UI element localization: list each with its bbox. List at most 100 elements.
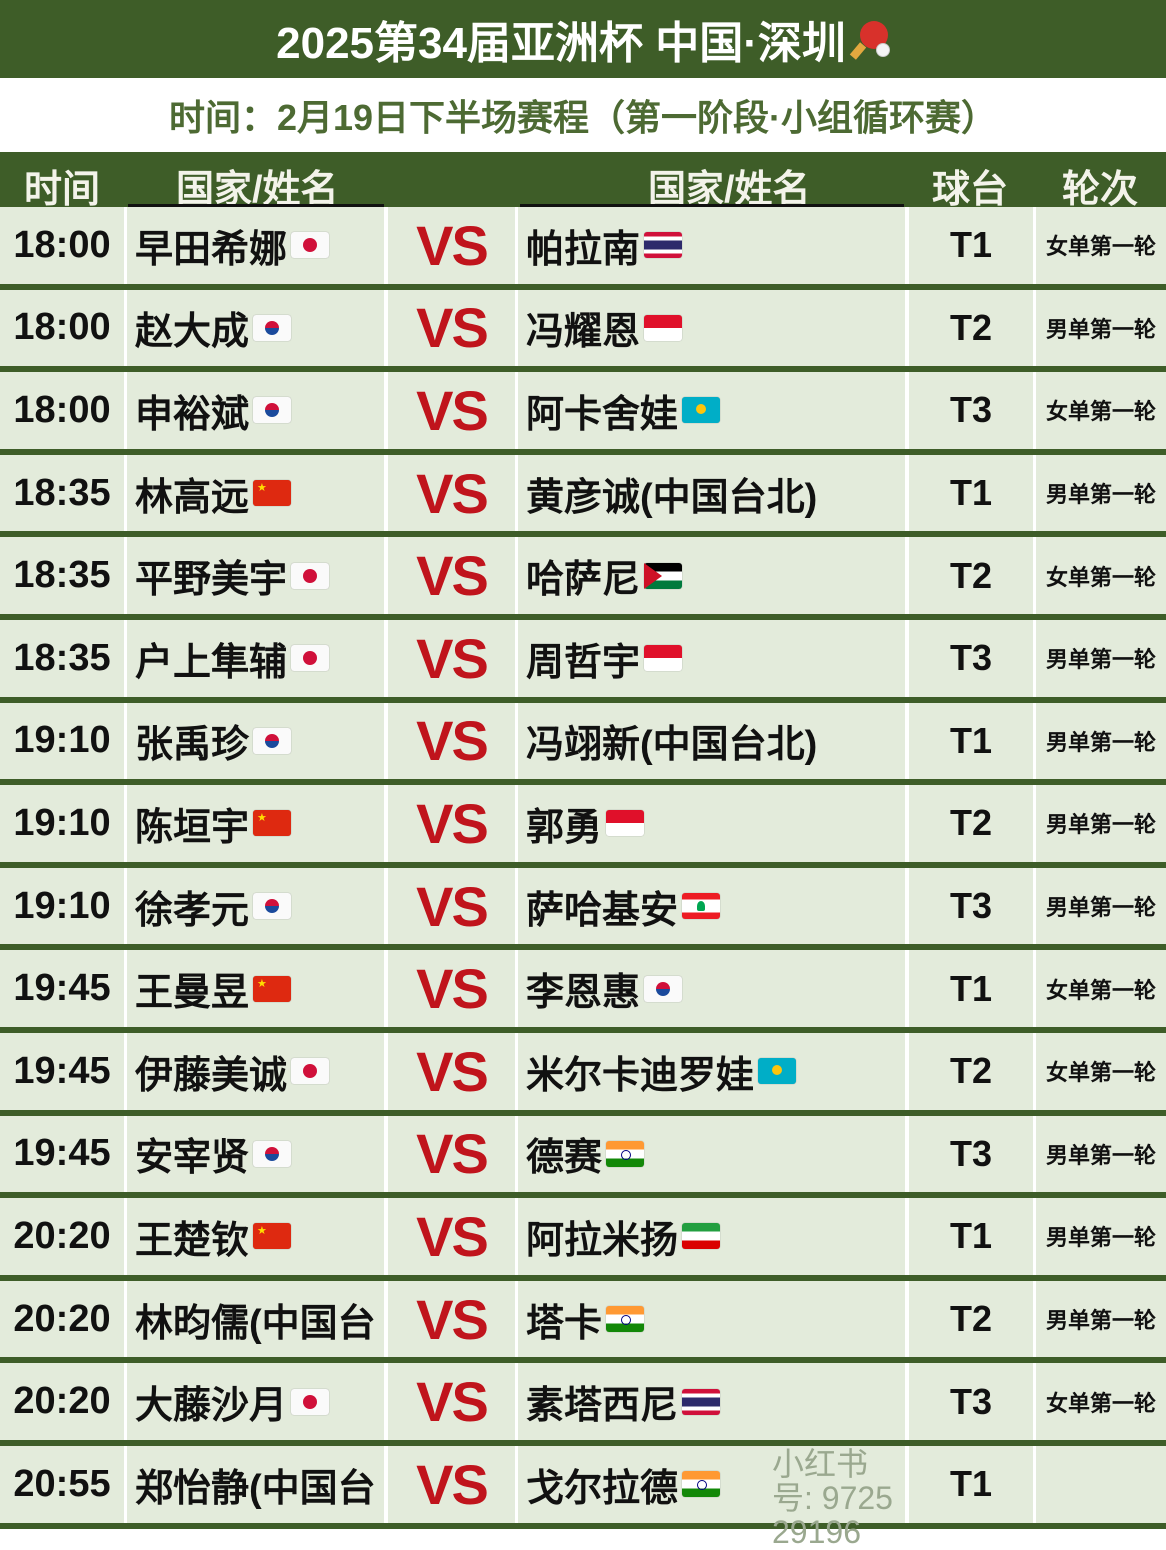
match-row: 19:10 陈垣宇 VS 郭勇 T2 男单第一轮 xyxy=(0,785,1166,868)
table-number-text: T3 xyxy=(949,1132,992,1174)
table-number-text: T2 xyxy=(949,306,992,348)
player1-name-text: 王楚钦 xyxy=(135,1219,250,1262)
match-time: 18:35 xyxy=(0,454,124,532)
vs-label: VS xyxy=(388,454,515,532)
player2-name: 塔卡 xyxy=(518,1280,905,1358)
player1-name: 大藤沙月 xyxy=(127,1363,384,1440)
table-number: T3 xyxy=(909,619,1033,697)
player1-name: 赵大成 xyxy=(127,289,384,367)
vs-label-text: VS xyxy=(416,1039,489,1103)
match-time: 19:10 xyxy=(0,702,124,780)
match-time: 20:55 xyxy=(0,1445,124,1523)
match-time-text: 20:55 xyxy=(13,1462,111,1505)
match-round: 男单第一轮 xyxy=(1036,454,1166,532)
match-row: 18:00 赵大成 VS 冯耀恩 T2 男单第一轮 xyxy=(0,289,1166,373)
player1-name-text: 林高远 xyxy=(135,476,250,519)
player1-name-text: 平野美宇 xyxy=(135,559,288,602)
player2-name-text: 郭勇 xyxy=(526,806,603,849)
match-round-text: 男单第一轮 xyxy=(1045,895,1156,921)
player2-name-text: 塔卡 xyxy=(526,1302,603,1345)
table-number: T3 xyxy=(909,867,1033,945)
match-round xyxy=(1036,1445,1166,1523)
match-round: 男单第一轮 xyxy=(1036,1198,1166,1275)
match-time: 18:00 xyxy=(0,207,124,284)
player1-name: 张禹珍 xyxy=(127,702,384,780)
table-number: T1 xyxy=(909,1445,1033,1523)
table-number: T1 xyxy=(909,1198,1033,1275)
vs-label: VS xyxy=(388,785,515,862)
match-time: 19:45 xyxy=(0,950,124,1027)
player2-name-text: 阿卡舍娃 xyxy=(526,393,679,436)
flag-sg-icon xyxy=(606,810,645,837)
player1-name: 平野美宇 xyxy=(127,537,384,614)
flag-th-icon xyxy=(682,1388,721,1415)
match-round-text: 女单第一轮 xyxy=(1045,1390,1156,1416)
match-row: 18:00 申裕斌 VS 阿卡舍娃 T3 女单第一轮 xyxy=(0,372,1166,455)
match-row: 19:45 安宰贤 VS 德赛 T3 男单第一轮 xyxy=(0,1115,1166,1199)
table-number: T3 xyxy=(909,1363,1033,1440)
match-time-text: 19:10 xyxy=(13,884,111,927)
table-number-text: T1 xyxy=(949,719,992,761)
player1-name: 王曼昱 xyxy=(127,950,384,1027)
match-time: 19:10 xyxy=(0,785,124,862)
player2-name-text: 素塔西尼 xyxy=(526,1385,679,1428)
match-time-text: 18:00 xyxy=(13,388,111,431)
player2-name: 阿卡舍娃 xyxy=(518,372,905,449)
table-number: T1 xyxy=(909,454,1033,532)
match-time-text: 18:00 xyxy=(13,306,111,349)
header-underline xyxy=(128,204,384,207)
player2-name: 李恩惠 xyxy=(518,950,905,1027)
vs-label-text: VS xyxy=(416,791,489,855)
flag-cn-icon xyxy=(253,810,292,837)
player1-name: 伊藤美诚 xyxy=(127,1032,384,1110)
match-round: 女单第一轮 xyxy=(1036,372,1166,449)
match-time-text: 18:35 xyxy=(13,471,111,514)
match-round-text: 男单第一轮 xyxy=(1045,1225,1156,1251)
match-time: 20:20 xyxy=(0,1198,124,1275)
player2-name: 德赛 xyxy=(518,1115,905,1193)
vs-label: VS xyxy=(388,1363,515,1440)
match-time-text: 18:35 xyxy=(13,554,111,597)
match-round: 男单第一轮 xyxy=(1036,1115,1166,1193)
flag-kr-icon xyxy=(253,1140,292,1167)
vs-label: VS xyxy=(388,950,515,1027)
table-number-text: T2 xyxy=(949,1050,992,1092)
vs-label: VS xyxy=(388,537,515,614)
player1-name: 早田希娜 xyxy=(127,207,384,284)
watermark: 小红书号: 972529196 xyxy=(772,1446,893,1550)
vs-label-text: VS xyxy=(416,1204,489,1268)
title-text: 2025第34届亚洲杯 中国·深圳 xyxy=(276,19,846,68)
player1-name-text: 早田希娜 xyxy=(135,228,288,271)
match-row: 20:20 大藤沙月 VS 素塔西尼 T3 女单第一轮 xyxy=(0,1363,1166,1446)
player1-name-text: 陈垣宇 xyxy=(135,806,250,849)
flag-cn-icon xyxy=(253,1223,292,1250)
vs-label-text: VS xyxy=(416,378,489,442)
player1-name-text: 大藤沙月 xyxy=(135,1385,288,1428)
player1-name: 徐孝元 xyxy=(127,867,384,945)
match-time: 20:20 xyxy=(0,1363,124,1440)
player2-name-text: 李恩惠 xyxy=(526,972,641,1015)
match-round-text: 男单第一轮 xyxy=(1045,812,1156,838)
match-round: 男单第一轮 xyxy=(1036,785,1166,862)
vs-label-text: VS xyxy=(416,874,489,938)
match-time-text: 20:20 xyxy=(13,1380,111,1423)
match-row: 20:55 郑怡静(中国台 VS 戈尔拉德 T1 xyxy=(0,1445,1166,1529)
match-row: 18:35 户上隼辅 VS 周哲宇 T3 男单第一轮 xyxy=(0,619,1166,703)
match-round-text: 男单第一轮 xyxy=(1045,647,1156,673)
flag-in-icon xyxy=(682,1471,721,1498)
player2-name-text: 哈萨尼 xyxy=(526,559,641,602)
flag-jp-icon xyxy=(291,232,330,259)
table-number-text: T3 xyxy=(949,1380,992,1422)
flag-kr-icon xyxy=(253,727,292,754)
table-number: T1 xyxy=(909,702,1033,780)
match-time-text: 19:45 xyxy=(13,1132,111,1175)
match-round: 男单第一轮 xyxy=(1036,619,1166,697)
match-round: 男单第一轮 xyxy=(1036,702,1166,780)
match-round: 男单第一轮 xyxy=(1036,867,1166,945)
match-row: 18:35 平野美宇 VS 哈萨尼 T2 女单第一轮 xyxy=(0,537,1166,620)
match-round: 男单第一轮 xyxy=(1036,289,1166,367)
player2-name-text: 德赛 xyxy=(526,1137,603,1180)
table-number: T2 xyxy=(909,1032,1033,1110)
match-round: 男单第一轮 xyxy=(1036,1280,1166,1358)
match-round-text: 女单第一轮 xyxy=(1045,564,1156,590)
